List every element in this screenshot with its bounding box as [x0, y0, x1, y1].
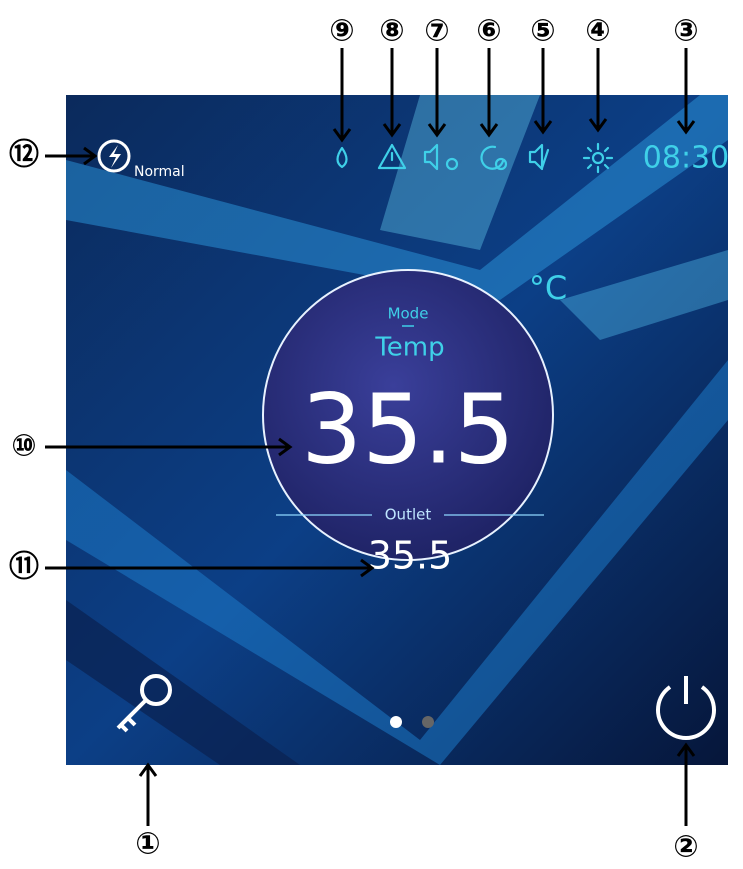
mode-caption: Mode	[388, 305, 429, 323]
callout-number: ⑥	[476, 14, 501, 49]
callouts	[45, 48, 696, 826]
callout-number: ①	[135, 827, 160, 862]
alarm-icon	[377, 143, 407, 170]
callout-number: ⑩	[11, 429, 36, 464]
status-icons	[336, 142, 614, 174]
lock-button[interactable]	[116, 674, 172, 733]
mode-label: Normal	[134, 164, 185, 180]
set-temperature: 35.5	[301, 373, 515, 485]
mute-timer-icon	[423, 143, 439, 171]
unit: °C	[529, 269, 567, 307]
callout-number: ⑪	[9, 550, 39, 585]
callout-number: ⑫	[9, 138, 39, 173]
page-dot[interactable]	[390, 716, 402, 728]
page-dot[interactable]	[422, 716, 434, 728]
outlet-temperature: 35.5	[368, 534, 453, 578]
timer-icon	[480, 145, 505, 170]
temperature-dial	[262, 269, 554, 561]
silent-icon	[528, 143, 550, 171]
clock: 08:30	[643, 141, 729, 176]
outlet-caption: Outlet	[385, 506, 432, 524]
callout-number: ⑨	[329, 14, 354, 49]
callout-number: ⑤	[530, 14, 555, 49]
sun-icon	[582, 142, 614, 174]
callout-number: ⑦	[424, 14, 449, 49]
defrost-icon	[336, 146, 348, 169]
mode-value: Temp	[374, 333, 444, 363]
callout-number: ⑧	[379, 14, 404, 49]
power-button[interactable]	[656, 676, 716, 740]
callout-number: ③	[673, 14, 698, 49]
callout-number: ④	[585, 14, 610, 49]
mode-icon	[97, 139, 131, 173]
screen	[66, 95, 728, 765]
callout-number: ②	[673, 830, 698, 865]
